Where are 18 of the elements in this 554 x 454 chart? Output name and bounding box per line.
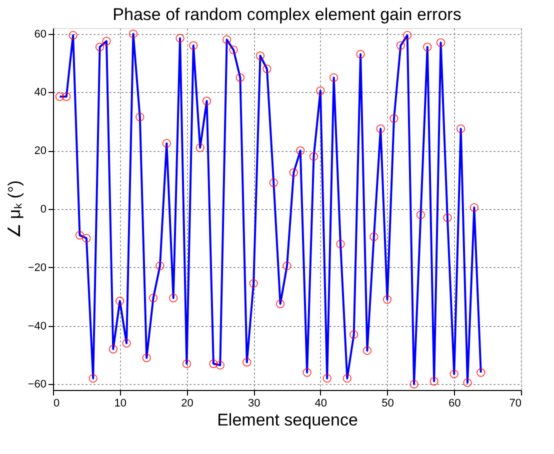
- x-tick-label: 60: [448, 398, 461, 410]
- x-tick-label: 40: [314, 398, 328, 410]
- x-tick-label: 10: [114, 398, 126, 410]
- y-tick-label: −20: [28, 262, 46, 274]
- y-tick-label: 20: [34, 145, 46, 158]
- chart-title: Phase of random complex element gain errors: [112, 4, 462, 24]
- x-tick-label: 30: [248, 398, 260, 410]
- x-tick-label: 70: [509, 398, 522, 410]
- y-tick-label: 0: [40, 204, 46, 216]
- x-tick-label: 0: [54, 398, 60, 410]
- y-tick-label: −40: [28, 320, 46, 332]
- x-tick-label: 50: [382, 398, 394, 410]
- y-tick-label: −60: [28, 378, 46, 391]
- x-tick-label: 20: [181, 398, 194, 410]
- y-axis-title: ∠ μₖ (°): [4, 180, 24, 239]
- x-axis-title: Element sequence: [217, 410, 358, 430]
- y-tick-label: 40: [34, 86, 46, 99]
- y-tick-label: 60: [34, 28, 46, 40]
